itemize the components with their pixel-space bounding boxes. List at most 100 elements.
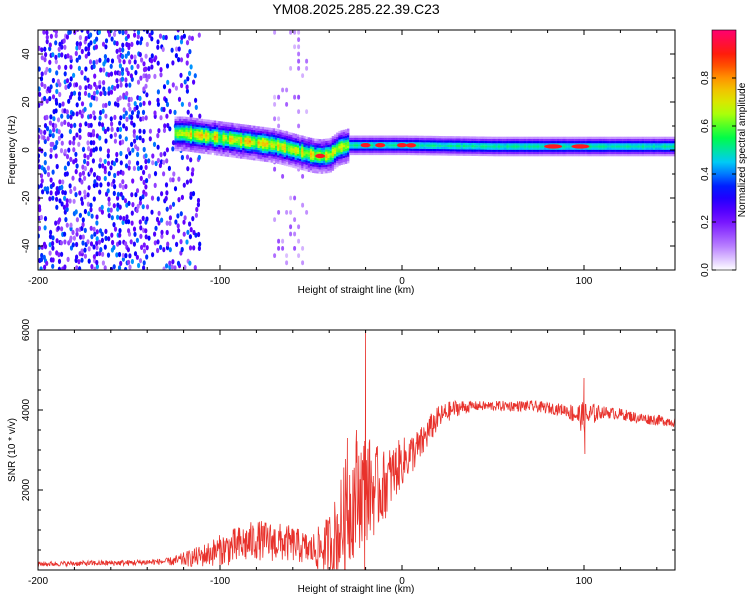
spectrogram-cell [340, 139, 343, 142]
spectrogram-cell [637, 143, 640, 146]
spectrogram-cell [283, 154, 287, 157]
spectrogram-cell [248, 157, 252, 160]
spectrogram-cell [196, 146, 199, 149]
spectrogram-cell [121, 139, 125, 145]
spectrogram-cell [51, 245, 55, 251]
spectrogram-cell [624, 141, 627, 144]
spectrogram-cell [382, 135, 385, 138]
spectrogram-cell [659, 151, 662, 155]
spectrogram-cell [270, 138, 273, 142]
spectrogram-cell [652, 154, 656, 157]
spectrogram-cell [242, 141, 245, 144]
spectrogram-cell [200, 120, 204, 124]
spectrogram-cell [294, 166, 297, 169]
spectrogram-cell [63, 231, 67, 237]
spectrogram-cell [183, 125, 186, 128]
spectrogram-cell [93, 30, 97, 32]
spectrogram-cell [436, 135, 439, 139]
spectrogram-cell [314, 164, 317, 167]
spectrogram-cell [196, 131, 199, 134]
spectrogram-cell [443, 138, 446, 141]
spectrogram-cell [168, 260, 172, 266]
spectrogram-cell [95, 85, 99, 91]
spectrogram-cell [445, 146, 448, 150]
spectrogram-cell [140, 57, 144, 63]
spectrogram-cell [482, 149, 485, 152]
spectrogram-cell [362, 152, 365, 156]
spectrogram-cell [513, 136, 516, 139]
spectrogram-cell [375, 139, 378, 143]
spectrogram-cell [59, 240, 64, 246]
spectrogram-cell [281, 87, 285, 93]
spectrogram-cell [200, 138, 204, 141]
spectrogram-cell [197, 231, 201, 238]
spectrogram-cell [196, 139, 199, 143]
spectrogram-cell [641, 143, 645, 146]
spectrogram-cell [106, 160, 111, 166]
spectrogram-cell [156, 44, 160, 50]
spectrogram-cell [657, 145, 660, 148]
spectrogram-cell [116, 83, 120, 89]
spectrogram-cell [55, 140, 59, 146]
spectrogram-cell [95, 245, 99, 251]
spectrogram-cell [515, 136, 518, 139]
spectrogram-cell [639, 151, 643, 155]
spectrogram-cell [89, 132, 93, 138]
spectrogram-cell [561, 136, 564, 139]
spectrogram-cell [460, 144, 463, 148]
spectrogram-cell [264, 129, 267, 132]
spectrogram-cell [646, 136, 649, 139]
spectrogram-cell [436, 153, 439, 156]
spectrogram-cell [659, 138, 662, 142]
spectrogram-cell [655, 151, 658, 155]
spectrogram-cell [672, 138, 675, 142]
spectrogram-cell [285, 153, 289, 156]
spectrogram-cell [521, 141, 525, 144]
spectrogram-cell [371, 139, 374, 143]
spectrogram-cell [218, 129, 221, 132]
spectrogram-cell [182, 33, 186, 39]
spectrogram-cell [103, 244, 107, 250]
spectrogram-cell [147, 173, 151, 179]
spectrogram-cell [430, 153, 433, 156]
spectrogram-cell [43, 160, 47, 166]
spectrogram-cell [285, 144, 289, 147]
spectrogram-cell [510, 138, 514, 142]
spectrogram-cell [83, 227, 87, 233]
spectrogram-cell [602, 143, 605, 146]
spectrogram-cell [257, 134, 260, 138]
spectrogram-cell [283, 133, 287, 136]
spectrogram-cell [188, 245, 193, 251]
spectrogram-cell [181, 129, 184, 132]
spectrogram-cell [366, 135, 370, 138]
spectrogram-cell [388, 142, 391, 145]
spectrogram-cell [118, 70, 122, 76]
spectrogram-cell [471, 136, 474, 139]
spectrogram-cell [121, 30, 125, 36]
spectrogram-cell [89, 113, 93, 119]
spectrogram-cell [131, 202, 135, 208]
spectrogram-cell [526, 151, 529, 155]
spectrogram-cell [253, 143, 256, 146]
spectrogram-cell [515, 145, 518, 148]
spectrogram-cell [69, 64, 73, 70]
spectrogram-cell [395, 148, 398, 151]
spectrogram-cell [255, 158, 258, 161]
spectrogram-cell [499, 151, 503, 155]
spectrogram-cell [340, 145, 343, 148]
spectrogram-cell [596, 136, 599, 139]
spectrogram-cell [329, 159, 332, 162]
spectrogram-cell [299, 167, 302, 170]
spectrogram-cell [606, 136, 610, 139]
spectrogram-cell [153, 240, 157, 246]
spectrogram-cell [548, 141, 551, 144]
spectrogram-cell [231, 155, 234, 158]
spectrogram-cell [563, 141, 566, 144]
spectrogram-cell [648, 136, 651, 139]
spectrogram-cell [253, 158, 256, 161]
spectrogram-cell [530, 136, 533, 139]
spectrogram-cell [144, 191, 148, 197]
spectrogram-cell [189, 119, 193, 122]
spectrogram-cell [106, 148, 110, 154]
spectrogram-cell [532, 147, 536, 150]
